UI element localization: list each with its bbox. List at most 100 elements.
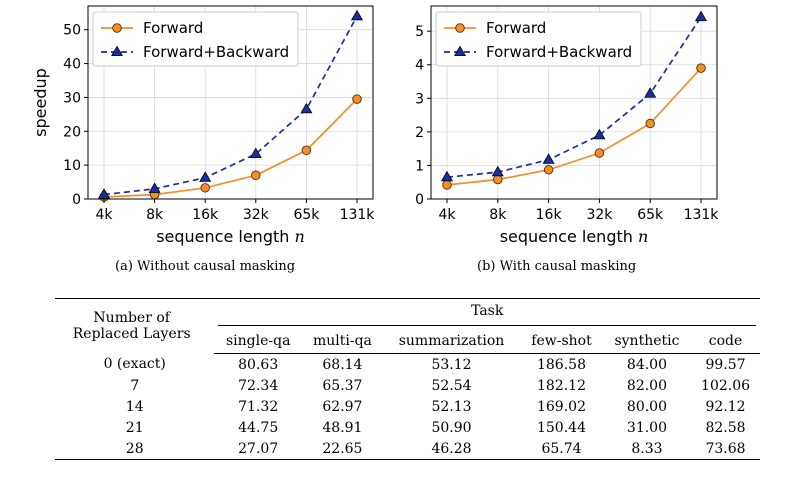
table-cell: 150.44 <box>536 419 586 436</box>
y-tick-label: 0 <box>72 192 81 208</box>
table-cell: 62.97 <box>322 398 363 415</box>
table-cell: 48.91 <box>322 419 363 436</box>
table-row: 7 72.34 65.37 52.54 182.12 82.00 102.06 <box>55 375 760 396</box>
x-tick-label: 65k <box>293 207 320 223</box>
y-tick-label: 20 <box>63 124 81 140</box>
x-tick-label: 4k <box>95 207 113 223</box>
data-point <box>593 128 606 140</box>
series-line-1 <box>446 16 702 179</box>
results-table: Number of Replaced Layers Task single-qa… <box>55 298 760 460</box>
x-tick-label: 131k <box>340 207 376 223</box>
table-cell: 92.12 <box>705 398 746 415</box>
table-cell: 73.68 <box>691 438 760 460</box>
table-cell: 82.58 <box>705 419 746 436</box>
table-cell: 46.28 <box>382 438 521 460</box>
caption-b: (b) With causal masking <box>477 259 637 274</box>
column-header-multi-qa: multi-qa <box>301 329 383 354</box>
data-point <box>542 153 555 164</box>
y-tick-label: 4 <box>415 58 424 74</box>
row-label: 28 <box>55 438 215 460</box>
y-tick-label: 10 <box>63 158 81 174</box>
table-cell: 102.06 <box>701 377 751 394</box>
table-cell: 80.00 <box>626 398 667 415</box>
data-point <box>442 180 452 190</box>
y-tick-label: 1 <box>415 158 424 174</box>
table-header-row-1: Number of Replaced Layers Task <box>55 298 760 354</box>
legend-marker <box>453 45 467 57</box>
x-tick-label: 8k <box>146 207 164 223</box>
table-cell: 53.12 <box>431 356 472 373</box>
table-cell: 169.02 <box>536 398 586 415</box>
table-cell: 22.65 <box>301 438 383 460</box>
column-header-summarization: summarization <box>382 329 521 354</box>
plot-frame <box>87 5 374 200</box>
legend-box <box>92 11 299 67</box>
data-point <box>301 145 312 155</box>
table-cell: 50.90 <box>431 419 472 436</box>
legend-marker <box>110 45 124 57</box>
table-cell: 52.54 <box>431 377 472 394</box>
table-cell: 72.34 <box>238 377 279 394</box>
table-cell: 186.58 <box>536 356 586 373</box>
row-label: 14 <box>125 398 144 415</box>
y-tick-label: 40 <box>63 57 81 73</box>
y-tick-label: 5 <box>415 24 424 40</box>
table-cell: 65.74 <box>520 438 603 460</box>
table-cell: 182.12 <box>536 377 586 394</box>
table-column-header-row: single-qa multi-qa summarization few-shot sy… <box>55 329 760 354</box>
table-cell: 82.00 <box>626 377 667 394</box>
table-cell: 8.33 <box>602 438 692 460</box>
data-point <box>594 148 605 158</box>
task-cmidrule <box>218 324 756 326</box>
data-point <box>694 10 708 22</box>
y-tick-label: 50 <box>63 23 81 39</box>
x-axis-label: sequence length n <box>156 227 305 246</box>
x-tick-label: 32k <box>243 207 270 223</box>
data-point <box>300 102 313 114</box>
legend-label-1: Forward+Backward <box>486 43 632 61</box>
y-tick-label: 30 <box>63 90 81 106</box>
table-cell: 84.00 <box>626 356 667 373</box>
legend-label-1: Forward+Backward <box>143 43 289 61</box>
row-label: 7 <box>130 377 140 394</box>
table-row: 14 71.32 62.97 52.13 169.02 80.00 92.12 <box>55 396 760 417</box>
table-cell: 31.00 <box>626 419 667 436</box>
table-cell: 65.37 <box>322 377 363 394</box>
data-point <box>543 165 554 175</box>
chart-without-causal-masking: 0 10 20 30 40 50 4k 8k 16k 32k 65k 131k sequence len… <box>31 5 376 246</box>
table-cell: 68.14 <box>322 356 363 373</box>
table-row: 28 27.07 22.65 46.28 65.74 8.33 73.68 <box>55 438 760 460</box>
table-row: 0 (exact) 80.63 68.14 53.12 186.58 84.00 99.57 <box>55 354 760 376</box>
table-cell: 71.32 <box>238 398 279 415</box>
data-point <box>148 182 161 193</box>
task-group-header: Task <box>471 302 504 319</box>
x-tick-label: 16k <box>536 207 563 223</box>
table-body: 0 (exact) 80.63 68.14 53.12 186.58 84.00 99.57… <box>55 354 760 460</box>
x-axis-label: sequence length n <box>500 227 649 246</box>
data-point <box>440 170 454 182</box>
y-tick-label: 3 <box>415 91 424 107</box>
chart-with-causal-masking: 0 1 2 3 4 5 4k 8k 16k 32k 65k 131k sequence length n… <box>415 5 720 246</box>
x-tick-label: 8k <box>489 207 507 223</box>
legend-box <box>435 11 642 67</box>
table-cell: 80.63 <box>238 356 279 373</box>
row-header-line-1: Number of <box>93 310 170 327</box>
plot-frame <box>430 5 718 200</box>
table-cell: 44.75 <box>238 419 279 436</box>
legend-label-0: Forward <box>143 19 203 37</box>
data-point <box>645 118 655 129</box>
column-header-synthetic: synthetic <box>602 329 692 354</box>
x-tick-label: 65k <box>637 207 664 223</box>
caption-a: (a) Without causal masking <box>115 259 296 274</box>
data-point <box>97 188 111 199</box>
x-tick-label: 131k <box>684 207 720 223</box>
legend-marker <box>112 23 122 33</box>
data-point <box>493 174 503 185</box>
column-header-few-shot: few-shot <box>520 329 603 354</box>
y-axis-label: speedup <box>31 68 50 137</box>
row-header-line-2: Replaced Layers <box>72 326 191 343</box>
data-point <box>200 183 210 193</box>
data-point <box>352 94 362 104</box>
column-header-single-qa: single-qa <box>214 329 302 354</box>
row-header-cell: Number of Replaced Layers <box>55 298 215 354</box>
